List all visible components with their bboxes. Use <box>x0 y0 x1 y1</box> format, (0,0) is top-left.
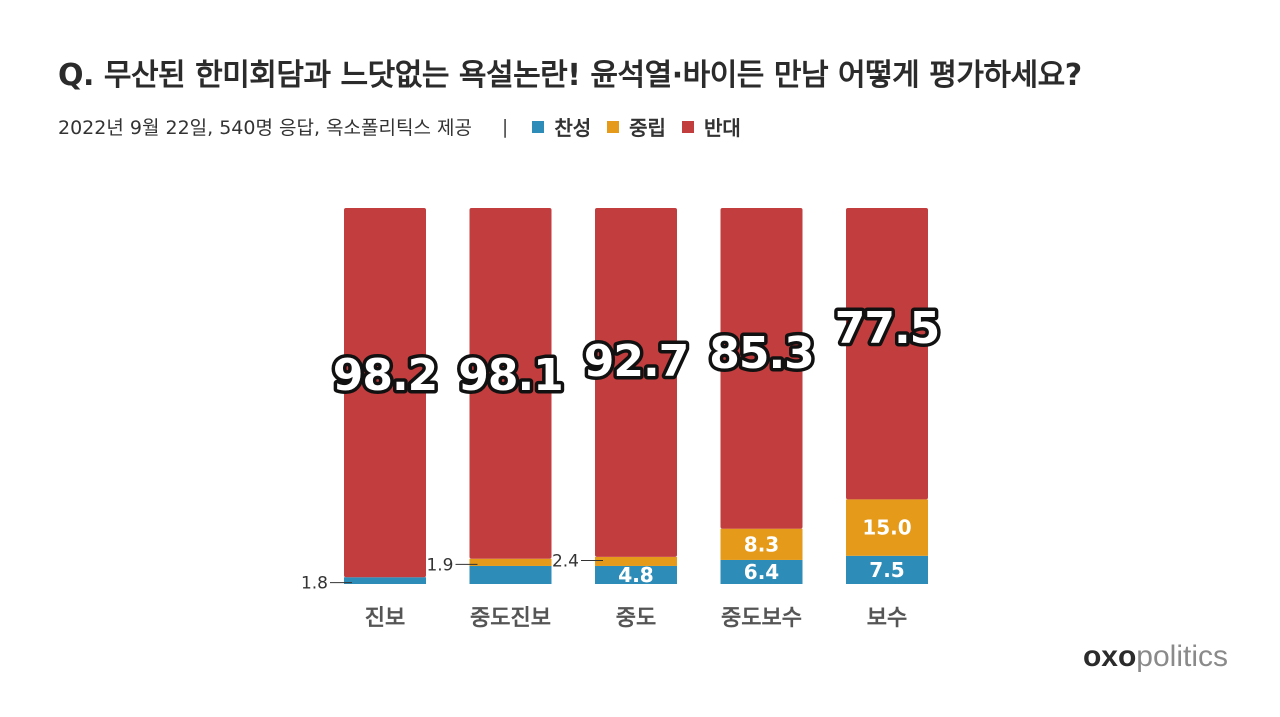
data-label-neutral: 15.0 <box>862 516 911 540</box>
bar-segment-oppose <box>595 208 677 557</box>
x-tick-label: 중도보수 <box>721 606 802 631</box>
legend-swatch-neutral <box>607 120 620 133</box>
data-label-neutral: 8.3 <box>744 532 779 556</box>
callout-label: 2.4 <box>552 551 579 571</box>
bar-segment-approve <box>469 565 552 584</box>
bar-segment-approve <box>846 555 928 584</box>
x-tick-label: 보수 <box>867 606 907 631</box>
data-label-oppose-big: 77.5 <box>835 303 940 354</box>
legend-swatch-approve <box>532 120 545 133</box>
callout-label: 1.8 <box>301 574 328 594</box>
bar-segment-oppose <box>344 208 426 578</box>
bar-segment-neutral <box>846 499 928 556</box>
data-label-oppose-big: 92.7 <box>584 336 689 387</box>
data-label-oppose-big: 98.2 <box>333 350 438 401</box>
brand-part1: oxo <box>1082 640 1137 673</box>
callout-label: 1.9 <box>426 555 453 575</box>
bar-segment-neutral <box>595 556 677 566</box>
separator: | <box>501 115 509 138</box>
bar-segment-approve <box>344 577 426 584</box>
brand-logo: oxopolitics <box>1083 640 1228 674</box>
data-label-approve: 7.5 <box>869 558 904 582</box>
legend-label-oppose: 반대 <box>703 116 741 140</box>
bar-segment-approve <box>595 565 677 584</box>
data-label-approve: 6.4 <box>744 560 779 584</box>
bar-segment-oppose <box>846 208 928 500</box>
legend-item-neutral: 중립 <box>607 112 666 141</box>
brand-part2: politics <box>1136 640 1228 673</box>
legend-item-oppose: 반대 <box>681 112 741 141</box>
bar-segment-neutral <box>720 528 803 560</box>
bar-segment-approve <box>720 559 803 584</box>
legend-label-approve: 찬성 <box>554 116 592 140</box>
x-tick-label: 중도 <box>616 606 656 631</box>
chart-subtitle-row: 2022년 9월 22일, 540명 응답, 옥소폴리틱스 제공 | 찬성 중립… <box>58 112 757 141</box>
data-label-approve: 4.8 <box>618 563 653 587</box>
legend-item-approve: 찬성 <box>532 112 591 141</box>
legend-label-neutral: 중립 <box>629 116 666 140</box>
data-label-oppose-big: 98.1 <box>458 350 563 401</box>
chart-subtitle: 2022년 9월 22일, 540명 응답, 옥소폴리틱스 제공 <box>58 117 472 139</box>
bar-segment-neutral <box>469 558 552 566</box>
bar-segment-oppose <box>469 208 552 559</box>
x-tick-label: 진보 <box>365 606 405 631</box>
legend-swatch-oppose <box>681 120 694 133</box>
data-label-oppose-big: 85.3 <box>709 328 814 379</box>
data-label-approve: 4.8 <box>618 563 653 587</box>
chart-title: Q. 무산된 한미회담과 느닷없는 욕설논란! 윤석열·바이든 만남 어떻게 평… <box>58 58 1082 93</box>
x-tick-label: 중도진보 <box>470 606 551 631</box>
bar-segment-oppose <box>720 208 803 529</box>
